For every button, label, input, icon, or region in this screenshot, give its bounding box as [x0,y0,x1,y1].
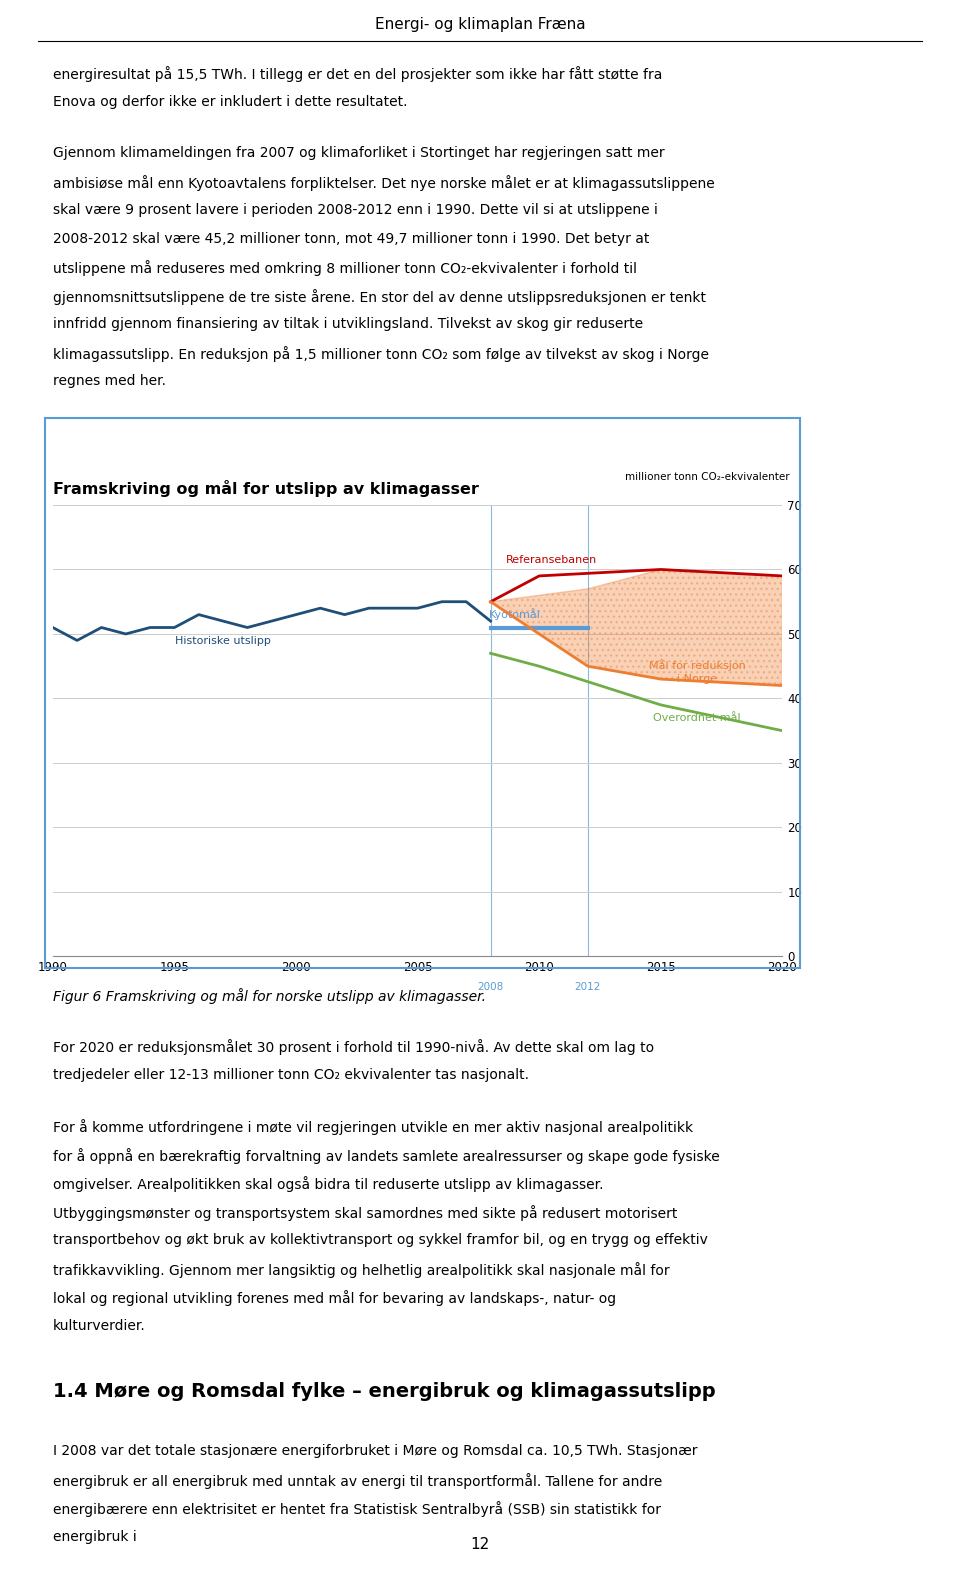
Text: ambisiøse mål enn Kyotoavtalens forpliktelser. Det nye norske målet er at klimag: ambisiøse mål enn Kyotoavtalens forplikt… [53,174,714,190]
Text: 2008: 2008 [477,982,504,992]
Text: energibruk i: energibruk i [53,1530,136,1544]
Text: Overordnet mål: Overordnet mål [654,713,741,722]
Text: Energi- og klimaplan Fræna: Energi- og klimaplan Fræna [374,17,586,32]
Text: Kyotomål: Kyotomål [489,608,540,619]
Text: regnes med her.: regnes med her. [53,374,166,388]
Text: 12: 12 [470,1538,490,1552]
Text: energibruk er all energibruk med unntak av energi til transportformål. Tallene f: energibruk er all energibruk med unntak … [53,1473,662,1489]
Text: I 2008 var det totale stasjonære energiforbruket i Møre og Romsdal ca. 10,5 TWh.: I 2008 var det totale stasjonære energif… [53,1445,697,1459]
Text: innfridd gjennom finansiering av tiltak i utviklingsland. Tilvekst av skog gir r: innfridd gjennom finansiering av tiltak … [53,317,643,331]
Text: millioner tonn CO₂-ekvivalenter: millioner tonn CO₂-ekvivalenter [625,472,790,483]
Text: Referansebanen: Referansebanen [506,554,597,565]
Text: lokal og regional utvikling forenes med mål for bevaring av landskaps-, natur- o: lokal og regional utvikling forenes med … [53,1291,616,1307]
Text: Enova og derfor ikke er inkludert i dette resultatet.: Enova og derfor ikke er inkludert i dett… [53,95,407,109]
Text: tredjedeler eller 12-13 millioner tonn CO₂ ekvivalenter tas nasjonalt.: tredjedeler eller 12-13 millioner tonn C… [53,1068,529,1082]
Text: skal være 9 prosent lavere i perioden 2008-2012 enn i 1990. Dette vil si at utsl: skal være 9 prosent lavere i perioden 20… [53,203,658,217]
Text: gjennomsnittsutslippene de tre siste årene. En stor del av denne utslippsreduksj: gjennomsnittsutslippene de tre siste åre… [53,288,706,304]
Text: For å komme utfordringene i møte vil regjeringen utvikle en mer aktiv nasjonal a: For å komme utfordringene i møte vil reg… [53,1120,693,1136]
Text: For 2020 er reduksjonsmålet 30 prosent i forhold til 1990-nivå. Av dette skal om: For 2020 er reduksjonsmålet 30 prosent i… [53,1039,654,1055]
Text: kulturverdier.: kulturverdier. [53,1319,146,1332]
Text: for å oppnå en bærekraftig forvaltning av landets samlete arealressurser og skap: for å oppnå en bærekraftig forvaltning a… [53,1148,720,1164]
Text: Framskriving og mål for utslipp av klimagasser: Framskriving og mål for utslipp av klima… [53,480,479,497]
Text: energibærere enn elektrisitet er hentet fra Statistisk Sentralbyrå (SSB) sin sta: energibærere enn elektrisitet er hentet … [53,1502,660,1517]
Text: i Norge: i Norge [677,675,717,684]
Text: 1.4 Møre og Romsdal fylke – energibruk og klimagassutslipp: 1.4 Møre og Romsdal fylke – energibruk o… [53,1381,715,1400]
Text: Historiske utslipp: Historiske utslipp [175,635,271,646]
Text: Gjennom klimameldingen fra 2007 og klimaforliket i Stortinget har regjeringen sa: Gjennom klimameldingen fra 2007 og klima… [53,146,664,160]
Text: 2012: 2012 [575,982,601,992]
Text: transportbehov og økt bruk av kollektivtransport og sykkel framfor bil, og en tr: transportbehov og økt bruk av kollektivt… [53,1234,708,1247]
Text: omgivelser. Arealpolitikken skal også bidra til reduserte utslipp av klimagasser: omgivelser. Arealpolitikken skal også bi… [53,1177,603,1193]
Text: Figur 6 Framskriving og mål for norske utslipp av klimagasser.: Figur 6 Framskriving og mål for norske u… [53,988,486,1004]
Text: klimagassutslipp. En reduksjon på 1,5 millioner tonn CO₂ som følge av tilvekst a: klimagassutslipp. En reduksjon på 1,5 mi… [53,345,708,361]
Text: 2008-2012 skal være 45,2 millioner tonn, mot 49,7 millioner tonn i 1990. Det bet: 2008-2012 skal være 45,2 millioner tonn,… [53,231,649,246]
Text: utslippene må reduseres med omkring 8 millioner tonn CO₂-ekvivalenter i forhold : utslippene må reduseres med omkring 8 mi… [53,260,636,276]
Text: Utbyggingsmønster og transportsystem skal samordnes med sikte på redusert motori: Utbyggingsmønster og transportsystem ska… [53,1205,677,1221]
Text: energiresultat på 15,5 TWh. I tillegg er det en del prosjekter som ikke har fått: energiresultat på 15,5 TWh. I tillegg er… [53,67,662,82]
Text: trafikkavvikling. Gjennom mer langsiktig og helhetlig arealpolitikk skal nasjona: trafikkavvikling. Gjennom mer langsiktig… [53,1262,669,1278]
Text: Mål for reduksjon: Mål for reduksjon [649,659,746,672]
Text: Kilde: Statistisk sentralbyrå, Statens forurensningstilsyn, Klimaforliket i Stor: Kilde: Statistisk sentralbyrå, Statens f… [62,892,493,916]
